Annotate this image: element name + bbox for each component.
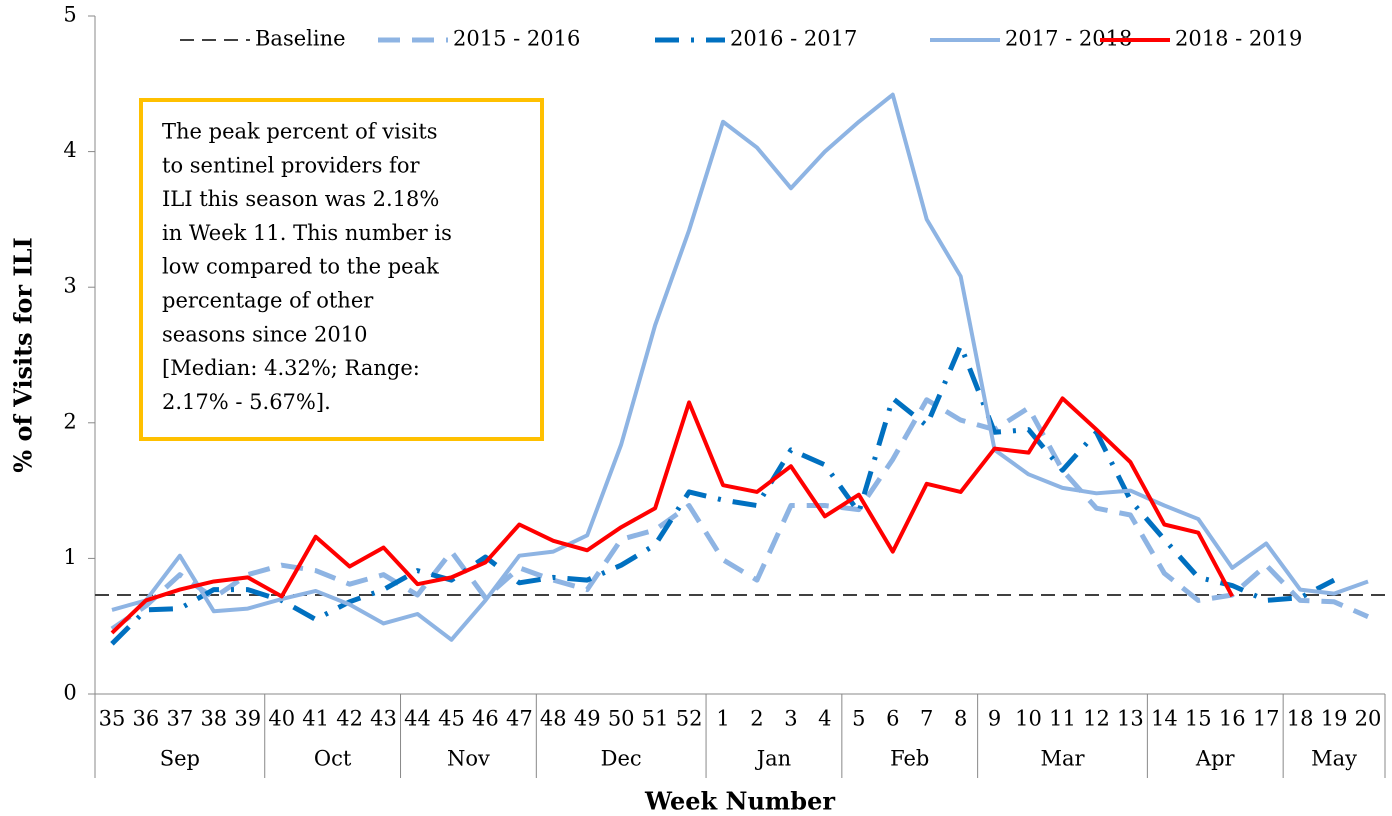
group-label: Nov xyxy=(447,747,490,771)
x-tick-label: 4 xyxy=(818,707,831,731)
x-tick-label: 41 xyxy=(302,707,329,731)
y-tick-label: 0 xyxy=(63,681,76,705)
x-tick-label: 42 xyxy=(336,707,363,731)
annotation-text: to sentinel providers for xyxy=(162,153,420,177)
legend-label: 2016 - 2017 xyxy=(730,27,857,51)
x-tick-label: 37 xyxy=(167,707,194,731)
x-tick-label: 11 xyxy=(1049,707,1076,731)
x-tick-label: 17 xyxy=(1253,707,1280,731)
x-tick-label: 16 xyxy=(1219,707,1246,731)
x-tick-label: 50 xyxy=(608,707,635,731)
annotation-text: ILI this season was 2.18% xyxy=(162,187,439,211)
x-tick-label: 20 xyxy=(1355,707,1382,731)
x-tick-label: 5 xyxy=(852,707,865,731)
x-tick-label: 14 xyxy=(1151,707,1178,731)
x-tick-label: 9 xyxy=(988,707,1001,731)
annotation-text: [Median: 4.32%; Range: xyxy=(162,356,420,380)
series-line xyxy=(110,397,1370,631)
y-tick-label: 2 xyxy=(63,409,76,433)
x-tick-label: 12 xyxy=(1083,707,1110,731)
x-tick-label: 48 xyxy=(540,707,567,731)
annotation-text: low compared to the peak xyxy=(162,255,439,279)
x-tick-label: 39 xyxy=(234,707,261,731)
x-tick-label: 38 xyxy=(200,707,227,731)
group-label: Jan xyxy=(755,747,791,771)
x-tick-label: 44 xyxy=(404,707,431,731)
x-tick-label: 45 xyxy=(438,707,465,731)
x-tick-label: 43 xyxy=(370,707,397,731)
x-tick-label: 7 xyxy=(920,707,933,731)
x-tick-label: 52 xyxy=(676,707,703,731)
series-line xyxy=(111,92,1369,642)
x-tick-label: 10 xyxy=(1015,707,1042,731)
x-tick-label: 15 xyxy=(1185,707,1212,731)
x-tick-label: 6 xyxy=(886,707,899,731)
x-tick-label: 35 xyxy=(99,707,126,731)
x-tick-label: 8 xyxy=(954,707,967,731)
x-tick-label: 49 xyxy=(574,707,601,731)
y-tick-label: 5 xyxy=(63,3,76,27)
y-tick-label: 1 xyxy=(63,545,76,569)
annotation-text: percentage of other xyxy=(162,289,374,313)
group-label: Dec xyxy=(601,747,642,771)
x-tick-label: 13 xyxy=(1117,707,1144,731)
x-tick-label: 2 xyxy=(750,707,763,731)
annotation-text: The peak percent of visits xyxy=(162,120,438,144)
annotation-box xyxy=(139,98,544,441)
y-axis-title: % of Visits for ILI xyxy=(9,237,38,472)
group-label: Feb xyxy=(890,747,929,771)
series-line xyxy=(110,396,1235,635)
y-tick-label: 3 xyxy=(63,274,76,298)
x-tick-label: 1 xyxy=(716,707,729,731)
x-axis-title: Week Number xyxy=(644,787,835,816)
legend-label: Baseline xyxy=(255,27,346,51)
group-label: May xyxy=(1311,747,1357,771)
legend-label: 2015 - 2016 xyxy=(453,27,580,51)
annotation-text: seasons since 2010 xyxy=(162,322,367,346)
x-tick-label: 47 xyxy=(506,707,533,731)
group-label: Mar xyxy=(1040,747,1085,771)
group-label: Apr xyxy=(1195,747,1236,771)
group-label: Sep xyxy=(160,747,200,771)
x-tick-label: 36 xyxy=(133,707,160,731)
x-tick-label: 51 xyxy=(642,707,669,731)
y-tick-label: 4 xyxy=(63,138,76,162)
x-tick-label: 46 xyxy=(472,707,499,731)
annotation-text: 2.17% - 5.67%]. xyxy=(162,390,331,414)
group-label: Oct xyxy=(314,747,352,771)
x-tick-label: 3 xyxy=(784,707,797,731)
x-tick-label: 40 xyxy=(268,707,295,731)
annotation-text: in Week 11. This number is xyxy=(162,221,452,245)
legend-label: 2018 - 2019 xyxy=(1175,27,1302,51)
x-tick-label: 19 xyxy=(1321,707,1348,731)
x-tick-label: 18 xyxy=(1287,707,1314,731)
